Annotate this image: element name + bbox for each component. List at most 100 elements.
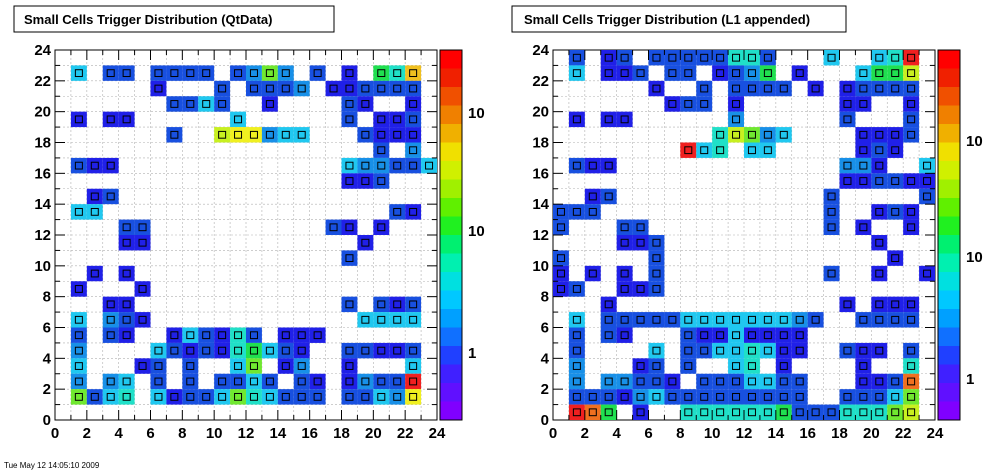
heatmap-cell	[728, 389, 744, 405]
heatmap-cell-marker	[604, 53, 613, 62]
heatmap-cell	[373, 312, 390, 328]
heatmap-cell	[230, 342, 246, 359]
heatmap-cell-marker	[122, 223, 131, 232]
heatmap-cell	[616, 373, 633, 390]
heatmap-cell	[632, 312, 649, 328]
heatmap-cell-marker	[588, 192, 597, 201]
heatmap-cell-marker	[875, 300, 884, 309]
heatmap-cell-marker	[700, 331, 709, 340]
heatmap-cell-marker	[218, 100, 227, 108]
heatmap-cell	[791, 327, 808, 343]
heatmap-cell-marker	[265, 100, 274, 108]
x-tick-label: 24	[927, 425, 944, 442]
heatmap-cell	[309, 373, 326, 390]
colorbar-segment	[440, 290, 462, 310]
heatmap-cell-marker	[377, 346, 386, 355]
x-tick-label: 6	[146, 425, 154, 442]
heatmap-cell-marker	[249, 331, 258, 340]
heatmap-cell	[632, 373, 649, 390]
heatmap-cell-marker	[361, 177, 370, 185]
heatmap-cell	[744, 389, 760, 405]
heatmap-cell-marker	[186, 331, 195, 340]
heatmap-cell-marker	[700, 146, 709, 155]
heatmap-cell	[214, 389, 231, 405]
heatmap-cell-marker	[377, 84, 386, 93]
heatmap-cell-marker	[74, 377, 83, 386]
heatmap-cell	[405, 157, 422, 174]
heatmap-cell-marker	[572, 207, 581, 216]
heatmap-cell	[102, 312, 119, 328]
heatmap-cell	[405, 389, 422, 405]
heatmap-cell-marker	[747, 377, 756, 386]
heatmap-cell-marker	[409, 362, 418, 370]
heatmap-cell	[568, 204, 585, 220]
heatmap-cell	[775, 389, 792, 405]
heatmap-cell	[680, 312, 697, 328]
heatmap-cell-marker	[106, 315, 115, 324]
heatmap-cell-marker	[297, 84, 306, 93]
heatmap-cell	[871, 235, 888, 251]
heatmap-cell-marker	[668, 69, 677, 78]
heatmap-cell	[919, 188, 935, 205]
heatmap-cell-marker	[345, 300, 354, 309]
heatmap-cell-marker	[747, 53, 756, 62]
heatmap-cell	[648, 50, 665, 66]
y-tick-label: 16	[532, 165, 549, 182]
heatmap-cell	[903, 127, 920, 143]
colorbar-segment	[440, 235, 462, 254]
heatmap-cell-marker	[620, 53, 629, 62]
heatmap-cell-marker	[202, 331, 211, 340]
heatmap-cell	[86, 389, 103, 405]
heatmap-cell	[553, 204, 569, 220]
heatmap-cell-marker	[234, 346, 243, 355]
heatmap-cell	[775, 404, 792, 420]
heatmap-cell	[277, 65, 294, 81]
colorbar-segment	[938, 253, 960, 273]
heatmap-cell-marker	[843, 115, 852, 124]
heatmap-cell	[102, 111, 119, 128]
heatmap-cell	[648, 80, 665, 97]
heatmap-cell-marker	[313, 377, 322, 386]
heatmap-cell	[712, 65, 729, 81]
heatmap-cell-marker	[409, 300, 418, 309]
heatmap-cell-marker	[891, 300, 900, 309]
heatmap-cell	[134, 219, 151, 235]
heatmap-cell-marker	[106, 331, 115, 340]
heatmap-cell	[261, 389, 278, 405]
heatmap-cell-marker	[875, 392, 884, 401]
heatmap-cell-marker	[875, 346, 884, 355]
heatmap-cell	[166, 96, 183, 112]
heatmap-cell	[102, 296, 119, 313]
heatmap-cell-marker	[572, 377, 581, 386]
heatmap-cell-marker	[907, 115, 916, 124]
heatmap-cell	[568, 358, 585, 374]
heatmap-cell	[118, 373, 135, 390]
heatmap-cell-marker	[393, 115, 402, 124]
heatmap-cell-marker	[907, 315, 916, 324]
heatmap-cell-marker	[700, 392, 709, 401]
heatmap-cell	[871, 157, 888, 174]
heatmap-cell	[373, 219, 390, 235]
heatmap-cell	[871, 342, 888, 359]
heatmap-cell	[150, 80, 167, 97]
heatmap-cell-marker	[636, 408, 645, 417]
heatmap-cell-marker	[106, 115, 115, 124]
heatmap-cell-marker	[377, 392, 386, 401]
heatmap-cell	[357, 96, 374, 112]
heatmap-cell	[839, 296, 856, 313]
heatmap-cell-marker	[234, 392, 243, 401]
heatmap-cell-marker	[170, 69, 179, 78]
heatmap-cell	[70, 204, 87, 220]
heatmap-cell-marker	[763, 392, 772, 401]
heatmap-cell	[823, 188, 840, 205]
heatmap-cell-marker	[732, 392, 741, 401]
heatmap-cell-marker	[795, 315, 804, 324]
heatmap-cell	[839, 389, 856, 405]
heatmap-cell-marker	[572, 392, 581, 401]
heatmap-cell-marker	[891, 377, 900, 386]
heatmap-cell	[648, 358, 665, 374]
heatmap-cell-marker	[202, 392, 211, 401]
colorbar-segment	[440, 105, 462, 125]
heatmap-cell	[903, 96, 920, 112]
